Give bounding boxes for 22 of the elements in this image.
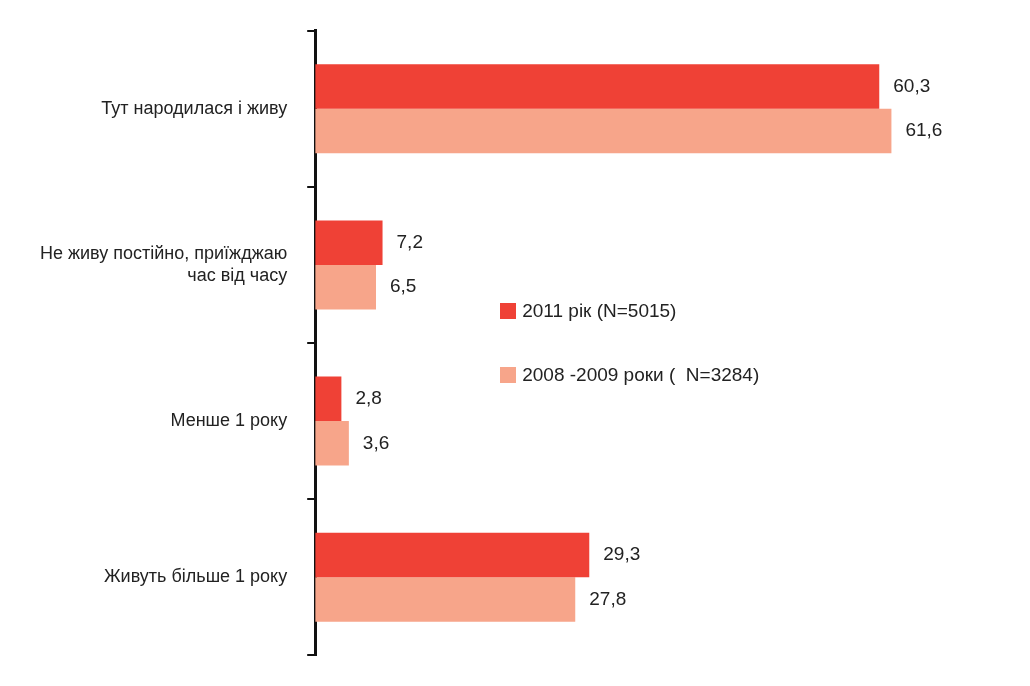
bar — [315, 421, 349, 466]
data-label: 27,8 — [589, 587, 627, 609]
data-label: 61,6 — [905, 119, 943, 141]
bar — [315, 220, 383, 265]
data-label: 3,6 — [362, 431, 390, 453]
legend-label: 2011 рік (N=5015) — [522, 300, 677, 322]
y-tick-label: Живуть більше 1 року — [103, 566, 288, 587]
data-label: 6,5 — [390, 275, 417, 297]
data-label: 60,3 — [893, 74, 931, 96]
y-tick-label: Менше 1 року — [170, 410, 288, 431]
bar — [315, 64, 880, 109]
legend-label: 2008 -2009 роки ( N=3284) — [522, 364, 760, 386]
bar — [315, 577, 576, 622]
bar — [315, 264, 376, 310]
y-tick-label: Тут народилася і живу — [101, 97, 288, 118]
bar — [315, 376, 342, 422]
data-label: 7,2 — [396, 230, 423, 252]
data-label: 2,8 — [355, 387, 382, 409]
bar — [315, 532, 590, 578]
y-tick-label: Не живу постійно, приїжджаю час від часу — [39, 243, 288, 285]
bar — [315, 108, 892, 154]
data-label: 29,3 — [603, 543, 641, 565]
